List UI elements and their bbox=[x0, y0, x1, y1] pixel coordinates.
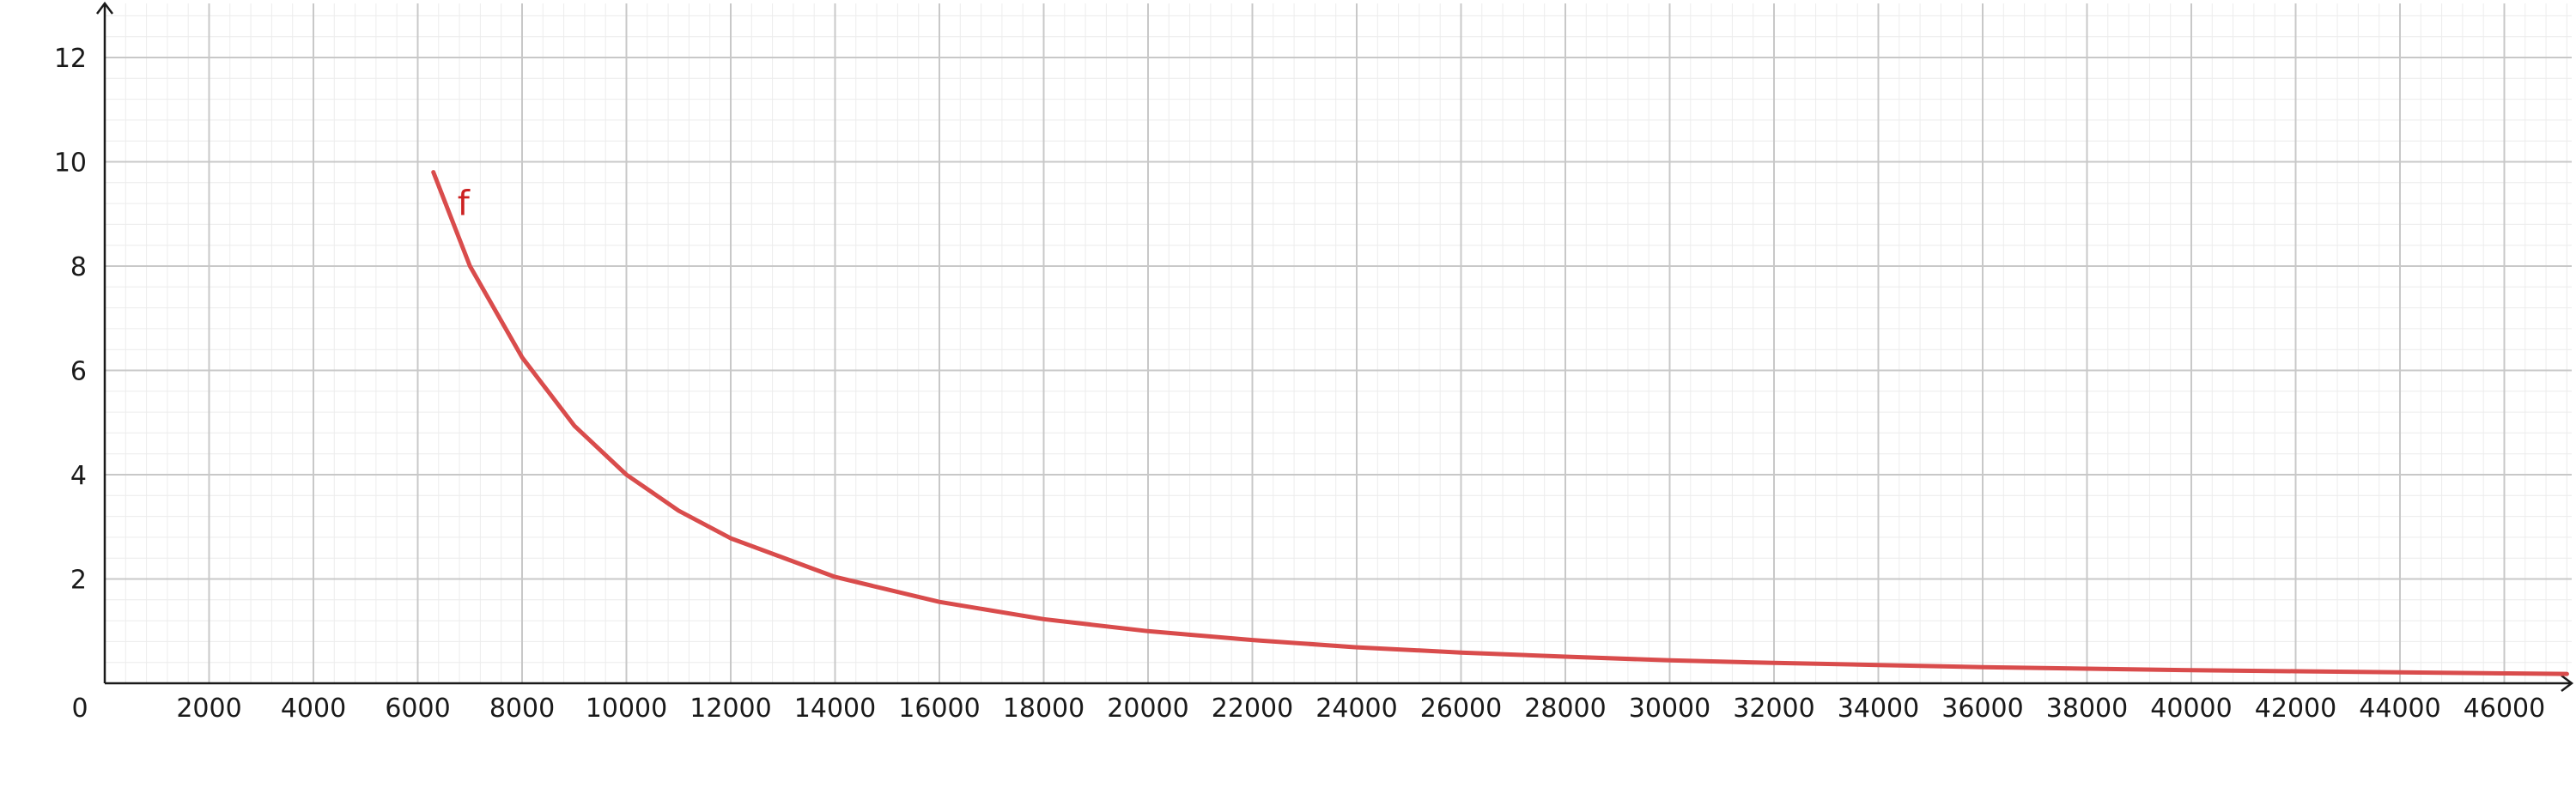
y-tick-label: 12 bbox=[54, 44, 87, 74]
x-tick-label: 36000 bbox=[1941, 694, 2023, 724]
series-line-f bbox=[431, 170, 2569, 676]
x-tick-label: 26000 bbox=[1420, 694, 1502, 724]
x-tick-label: 32000 bbox=[1733, 694, 1814, 724]
x-tick-label: 40000 bbox=[2150, 694, 2232, 724]
x-tick-label: 46000 bbox=[2464, 694, 2545, 724]
origin-label: 0 bbox=[71, 694, 88, 724]
x-tick-label: 28000 bbox=[1524, 694, 1606, 724]
x-tick-label: 20000 bbox=[1107, 694, 1188, 724]
x-tick-label: 2000 bbox=[176, 694, 241, 724]
x-tick-label: 22000 bbox=[1212, 694, 1293, 724]
x-tick-label: 4000 bbox=[281, 694, 346, 724]
x-tick-label: 42000 bbox=[2255, 694, 2336, 724]
curves: f bbox=[431, 170, 2569, 676]
x-tick-label: 30000 bbox=[1629, 694, 1710, 724]
y-tick-label: 4 bbox=[70, 461, 87, 491]
x-tick-label: 12000 bbox=[690, 694, 771, 724]
axes bbox=[96, 1, 2574, 692]
y-tick-label: 8 bbox=[70, 252, 87, 282]
x-tick-label: 6000 bbox=[385, 694, 450, 724]
x-tick-label: 24000 bbox=[1315, 694, 1397, 724]
x-tick-label: 16000 bbox=[898, 694, 980, 724]
x-tick-label: 8000 bbox=[489, 694, 555, 724]
y-tick-label: 6 bbox=[70, 357, 87, 387]
x-tick-label: 34000 bbox=[1838, 694, 1919, 724]
x-tick-label: 10000 bbox=[586, 694, 667, 724]
minor-grid bbox=[105, 3, 2572, 683]
x-tick-label: 18000 bbox=[1003, 694, 1084, 724]
tick-labels: 2000 4000 6000 8000 10000 12000 14000 16000 1800… bbox=[54, 44, 2545, 724]
x-tick-label: 44000 bbox=[2359, 694, 2440, 724]
major-grid bbox=[105, 3, 2572, 683]
y-tick-label: 2 bbox=[70, 566, 87, 596]
series-label-f: f bbox=[458, 185, 471, 224]
x-tick-label: 38000 bbox=[2046, 694, 2128, 724]
x-axis-arrow bbox=[2561, 675, 2574, 692]
x-tick-label: 14000 bbox=[794, 694, 876, 724]
y-tick-label: 10 bbox=[54, 148, 87, 179]
y-axis-arrow bbox=[96, 1, 113, 15]
